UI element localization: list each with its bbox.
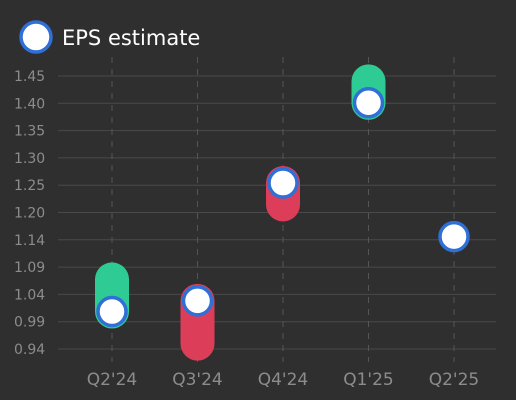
x-tick-label: Q3'24 [172,370,223,390]
x-tick-label: Q2'24 [87,370,138,390]
y-tick-label: 1.30 [14,151,45,167]
x-tick-label: Q2'25 [429,370,480,390]
y-tick-label: 1.20 [14,206,45,222]
legend-marker-icon[interactable] [19,20,53,54]
estimate-marker[interactable] [267,167,299,199]
x-axis-ticks: Q2'24 Q3'24 Q4'24 Q1'25 Q2'25 [87,370,480,390]
legend[interactable]: EPS estimate [19,20,200,54]
y-tick-label: 0.94 [14,342,45,358]
x-tick-label: Q4'24 [258,370,309,390]
y-tick-label: 1.40 [14,96,45,112]
estimate-markers [96,87,470,328]
y-tick-label: 1.04 [14,287,45,303]
estimate-marker[interactable] [181,285,214,317]
y-tick-label: 1.09 [14,260,45,276]
estimate-marker[interactable] [352,87,385,119]
y-tick-label: 1.45 [14,69,45,85]
x-tick-label: Q1'25 [343,370,394,390]
y-tick-label: 1.35 [14,124,45,140]
legend-label[interactable]: EPS estimate [62,26,200,50]
y-axis-ticks: 0.94 0.99 1.04 1.09 1.14 1.20 1.25 1.30 1.35 1.40… [14,69,45,358]
y-tick-label: 1.25 [14,178,45,194]
estimate-marker[interactable] [438,220,470,253]
y-tick-label: 1.14 [14,233,45,249]
y-tick-label: 0.99 [14,315,45,331]
estimate-marker[interactable] [96,295,128,328]
